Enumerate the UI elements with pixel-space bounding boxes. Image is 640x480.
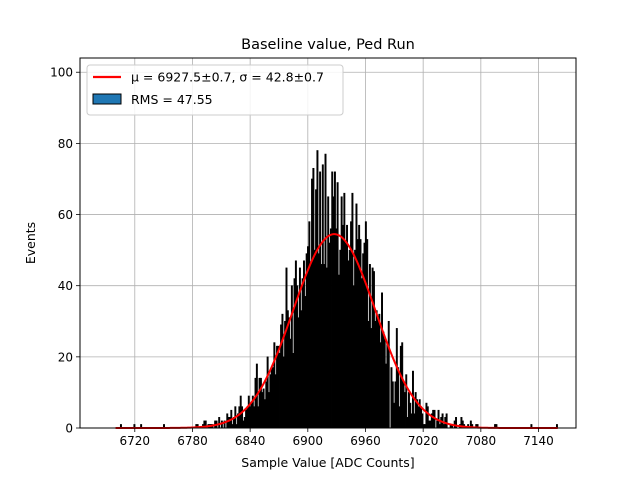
legend-rms-swatch — [92, 93, 122, 105]
legend-rms-label: RMS = 47.55 — [131, 92, 213, 107]
x-tick-label: 6720 — [120, 434, 151, 448]
y-tick-label: 0 — [65, 422, 73, 436]
x-tick-label: 6840 — [235, 434, 266, 448]
y-tick-label: 80 — [58, 137, 73, 151]
x-tick-label: 6900 — [293, 434, 324, 448]
x-tick-label: 6780 — [177, 434, 208, 448]
x-tick-label: 7020 — [408, 434, 439, 448]
x-tick-label: 6960 — [350, 434, 381, 448]
histogram-bar — [218, 417, 221, 429]
histogram-bar — [387, 320, 390, 429]
y-tick-label: 60 — [58, 208, 73, 222]
y-axis-label: Events — [23, 222, 38, 264]
legend: μ = 6927.5±0.7, σ = 42.8±0.7 RMS = 47.55 — [86, 64, 344, 116]
histogram-bar — [445, 413, 448, 429]
legend-fit-label: μ = 6927.5±0.7, σ = 42.8±0.7 — [131, 70, 324, 85]
chart-title: Baseline value, Ped Run — [241, 37, 415, 53]
x-axis-label: Sample Value [ADC Counts] — [241, 455, 414, 470]
x-axis-ticks: 6720 6780 6840 6900 6960 7020 7080 7140 — [120, 428, 554, 448]
y-axis-ticks: 0 20 40 60 80 100 — [50, 66, 80, 436]
y-tick-label: 100 — [50, 66, 73, 80]
x-tick-label: 7140 — [523, 434, 554, 448]
y-tick-label: 40 — [58, 279, 73, 293]
y-tick-label: 20 — [58, 350, 73, 364]
legend-box — [86, 64, 344, 116]
plot-frame — [79, 57, 577, 429]
x-tick-label: 7080 — [466, 434, 497, 448]
